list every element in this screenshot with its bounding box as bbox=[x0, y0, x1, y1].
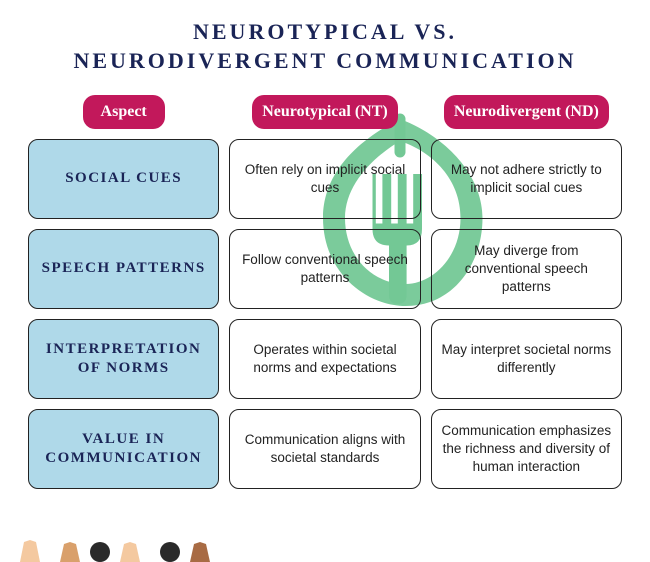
table-row: Social Cues Often rely on implicit socia… bbox=[28, 139, 622, 219]
hands-illustration-icon bbox=[10, 522, 250, 562]
nt-cell: Often rely on implicit social cues bbox=[229, 139, 420, 219]
header-nd-wrap: Neurodivergent (ND) bbox=[431, 95, 622, 129]
table-row: Value in Communication Communication ali… bbox=[28, 409, 622, 489]
nd-cell: May diverge from conventional speech pat… bbox=[431, 229, 622, 309]
comparison-table: Aspect Neurotypical (NT) Neurodivergent … bbox=[0, 95, 650, 489]
header-nt: Neurotypical (NT) bbox=[252, 95, 397, 129]
header-nt-wrap: Neurotypical (NT) bbox=[229, 95, 420, 129]
aspect-cell: Speech Patterns bbox=[28, 229, 219, 309]
table-row: Interpretation of Norms Operates within … bbox=[28, 319, 622, 399]
aspect-cell: Social Cues bbox=[28, 139, 219, 219]
nt-cell: Operates within societal norms and expec… bbox=[229, 319, 420, 399]
header-nd: Neurodivergent (ND) bbox=[444, 95, 609, 129]
title-line-2: Neurodivergent Communication bbox=[73, 48, 576, 73]
header-aspect-wrap: Aspect bbox=[28, 95, 219, 129]
nt-cell: Communication aligns with societal stand… bbox=[229, 409, 420, 489]
nt-cell: Follow conventional speech patterns bbox=[229, 229, 420, 309]
aspect-cell: Interpretation of Norms bbox=[28, 319, 219, 399]
nd-cell: May not adhere strictly to implicit soci… bbox=[431, 139, 622, 219]
title-line-1: Neurotypical vs. bbox=[193, 19, 457, 44]
nd-cell: May interpret societal norms differently bbox=[431, 319, 622, 399]
table-row: Speech Patterns Follow conventional spee… bbox=[28, 229, 622, 309]
header-row: Aspect Neurotypical (NT) Neurodivergent … bbox=[28, 95, 622, 129]
page-title: Neurotypical vs. Neurodivergent Communic… bbox=[0, 18, 650, 75]
aspect-cell: Value in Communication bbox=[28, 409, 219, 489]
nd-cell: Communication emphasizes the richness an… bbox=[431, 409, 622, 489]
header-aspect: Aspect bbox=[83, 95, 165, 129]
